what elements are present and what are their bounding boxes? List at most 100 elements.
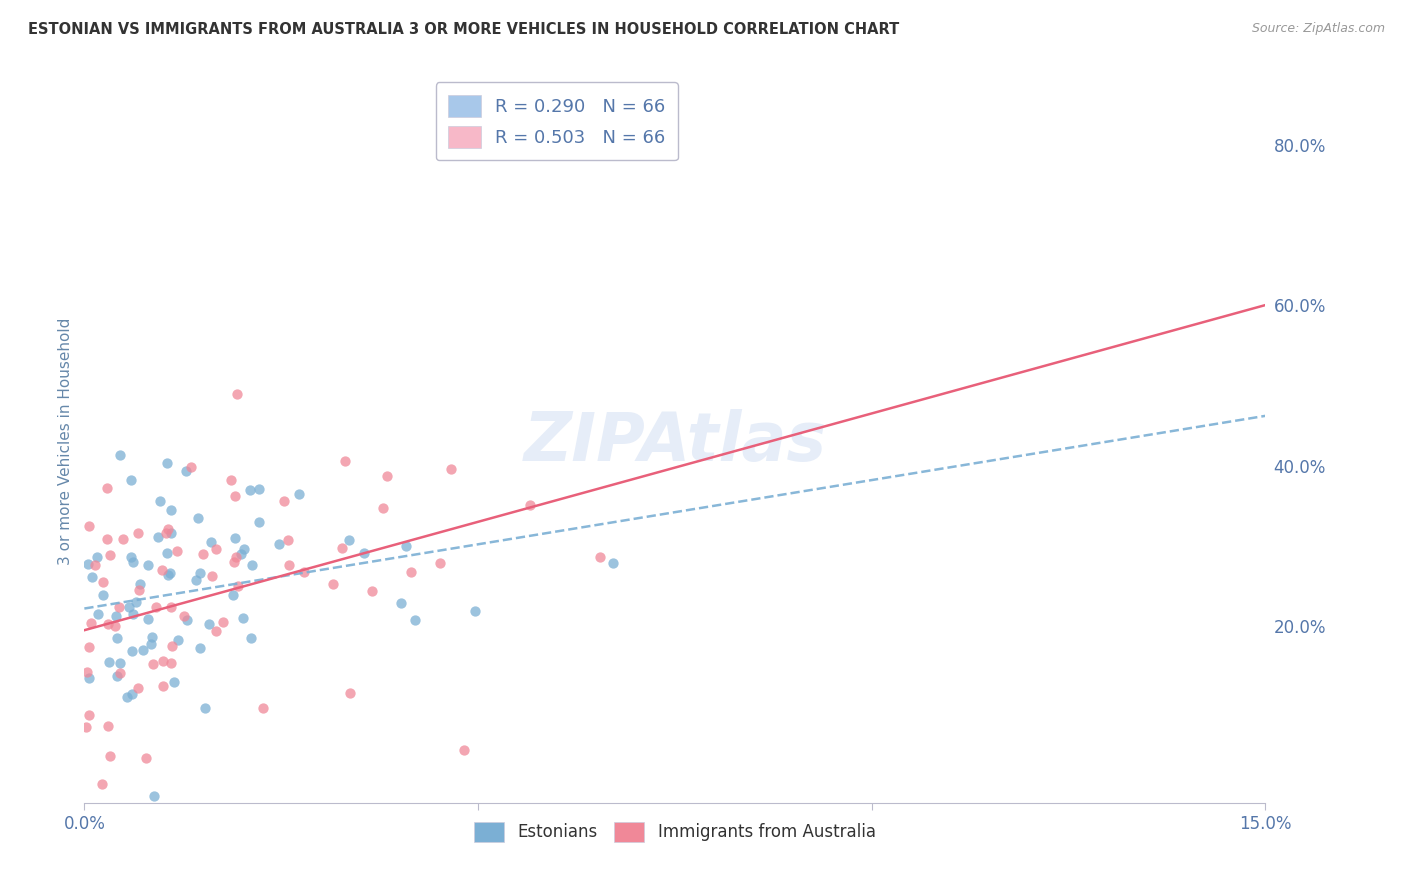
Point [187,511,209,525]
Point [180,460,202,475]
Point [252,701,274,715]
Point [105,609,128,624]
Point [163,675,186,690]
Point [97,616,120,631]
Point [127,681,149,695]
Point [155,526,177,541]
Point [98,548,121,562]
Point [273,494,295,508]
Point [239,483,262,497]
Point [519,498,541,512]
Point [194,701,217,715]
Point [132,643,155,657]
Point [394,539,416,553]
Point [145,599,167,614]
Point [87,607,110,621]
Point [105,632,128,646]
Point [97,719,120,733]
Point [142,657,165,671]
Point [156,546,179,560]
Point [166,544,188,558]
Point [247,482,270,496]
Point [150,563,173,577]
Point [440,462,463,476]
Point [129,577,152,591]
Point [75,720,97,734]
Point [152,654,174,668]
Point [173,609,195,624]
Point [91,574,114,589]
Point [429,556,451,570]
Point [128,583,150,598]
Point [110,666,132,681]
Point [91,777,114,791]
Point [86,549,108,564]
Point [105,669,128,683]
Point [239,632,262,646]
Point [160,640,183,654]
Point [191,548,214,562]
Point [229,547,252,561]
Point [108,600,131,615]
Point [142,789,165,804]
Point [226,387,249,401]
Point [205,624,228,639]
Point [96,481,118,495]
Point [204,541,226,556]
Point [453,743,475,757]
Point [201,568,224,582]
Point [160,526,183,541]
Point [464,604,486,618]
Point [339,686,361,700]
Point [93,588,115,602]
Point [93,831,115,846]
Point [156,456,179,470]
Point [159,566,181,581]
Point [104,619,127,633]
Point [292,565,315,579]
Point [222,555,245,569]
Point [76,557,98,571]
Point [233,542,256,557]
Point [80,616,103,631]
Point [277,533,299,548]
Point [176,613,198,627]
Point [80,570,103,584]
Point [118,599,141,614]
Point [159,656,181,670]
Point [77,671,100,685]
Point [121,643,143,657]
Point [97,655,120,669]
Point [198,617,221,632]
Point [589,549,612,564]
Point [112,533,135,547]
Point [337,533,360,547]
Point [247,515,270,529]
Point [226,579,249,593]
Point [110,448,132,462]
Point [120,473,142,487]
Point [156,522,179,536]
Point [200,534,222,549]
Point [333,454,356,468]
Point [278,558,301,572]
Point [84,558,107,573]
Point [389,596,412,610]
Point [174,464,197,478]
Point [399,565,422,579]
Point [96,533,118,547]
Point [322,577,344,591]
Text: ZIPAtlas: ZIPAtlas [523,409,827,475]
Point [148,530,170,544]
Point [160,503,183,517]
Point [115,690,138,704]
Point [188,640,211,655]
Point [122,555,145,569]
Legend: Estonians, Immigrants from Australia: Estonians, Immigrants from Australia [467,815,883,848]
Point [149,494,172,508]
Point [79,640,101,654]
Point [330,541,353,555]
Point [79,518,101,533]
Point [602,556,624,570]
Point [156,568,179,582]
